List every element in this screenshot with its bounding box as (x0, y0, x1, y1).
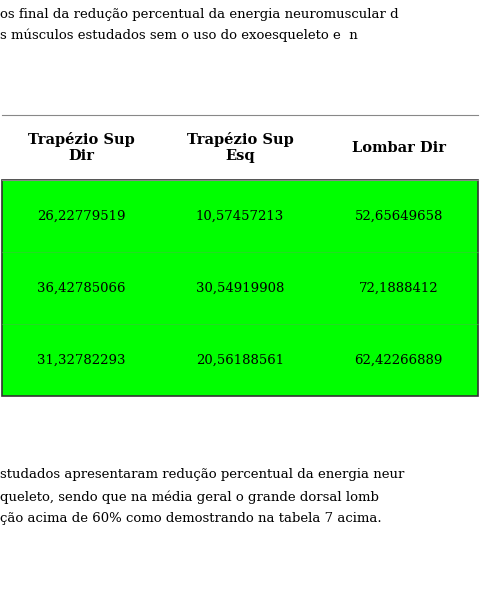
Text: 26,22779519: 26,22779519 (37, 209, 126, 223)
Text: ção acima de 60% como demostrando na tabela 7 acima.: ção acima de 60% como demostrando na tab… (0, 512, 382, 525)
Text: queleto, sendo que na média geral o grande dorsal lomb: queleto, sendo que na média geral o gran… (0, 490, 379, 503)
Text: os final da redução percentual da energia neuromuscular d: os final da redução percentual da energi… (0, 8, 398, 21)
Text: 52,65649658: 52,65649658 (354, 209, 443, 223)
Text: 72,1888412: 72,1888412 (359, 281, 438, 295)
Bar (2, 115, 478, 180)
Text: Trapézio Sup
Esq: Trapézio Sup Esq (187, 132, 293, 163)
Text: studados apresentaram redução percentual da energia neur: studados apresentaram redução percentual… (0, 468, 404, 481)
Bar (2, 180, 478, 396)
Text: 30,54919908: 30,54919908 (196, 281, 284, 295)
Text: 62,42266889: 62,42266889 (354, 353, 443, 367)
Text: s músculos estudados sem o uso do exoesqueleto e  n: s músculos estudados sem o uso do exoesq… (0, 28, 358, 41)
Text: 20,56188561: 20,56188561 (196, 353, 284, 367)
Text: Lombar Dir: Lombar Dir (352, 140, 445, 154)
Text: Trapézio Sup
Dir: Trapézio Sup Dir (28, 132, 135, 163)
Text: 10,57457213: 10,57457213 (196, 209, 284, 223)
Text: 36,42785066: 36,42785066 (37, 281, 126, 295)
Text: 31,32782293: 31,32782293 (37, 353, 126, 367)
